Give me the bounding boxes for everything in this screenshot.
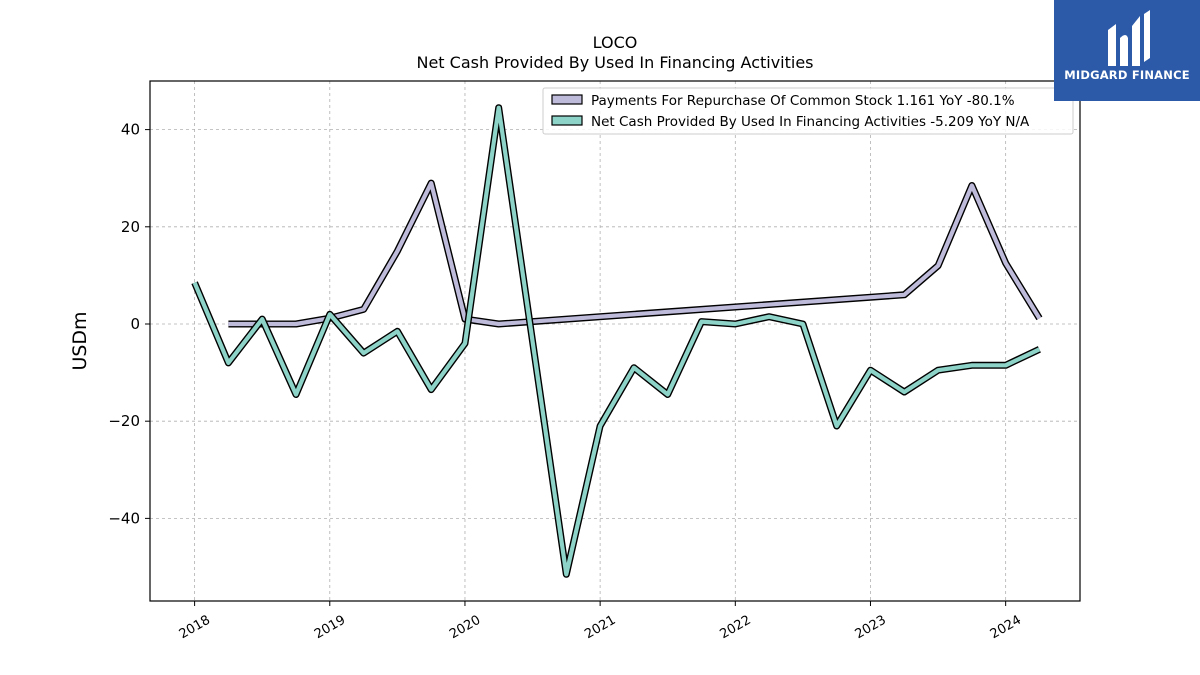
chart-subtitle: Net Cash Provided By Used In Financing A…	[416, 53, 813, 72]
logo-text: MIDGARD FINANCE	[1064, 68, 1190, 82]
plot-area	[191, 104, 1043, 578]
x-tick-label: 2024	[988, 613, 1024, 643]
y-tick-label: −40	[108, 509, 140, 527]
y-axis: −40 −20 0 20 40	[108, 121, 150, 527]
y-tick-label: 0	[130, 315, 140, 333]
legend: Payments For Repurchase Of Common Stock …	[542, 87, 1074, 135]
series-line-1	[192, 105, 1041, 577]
x-tick-label: 2018	[177, 613, 213, 643]
series-line-0	[228, 181, 1042, 327]
legend-box	[542, 87, 1074, 135]
midgard-finance-logo: MIDGARD FINANCE	[1054, 0, 1200, 101]
logo-mark-icon	[1108, 10, 1150, 66]
series-outline-1	[191, 104, 1041, 578]
x-axis: 2018 2019 2020 2021 2022 2023 2024	[177, 601, 1024, 642]
y-axis-label: USDm	[69, 311, 91, 370]
grid	[150, 81, 1080, 601]
y-tick-label: 20	[121, 218, 140, 236]
legend-swatch-repurchase	[551, 94, 583, 105]
x-tick-label: 2022	[717, 613, 753, 643]
legend-label-repurchase: Payments For Repurchase Of Common Stock …	[591, 93, 1015, 109]
plot-frame	[149, 80, 1081, 602]
y-tick-label: 40	[121, 121, 140, 139]
x-tick-label: 2023	[853, 613, 889, 643]
x-tick-label: 2020	[447, 613, 483, 643]
y-tick-label: −20	[108, 412, 140, 430]
x-tick-label: 2021	[582, 613, 618, 643]
legend-label-financing: Net Cash Provided By Used In Financing A…	[591, 114, 1030, 130]
legend-swatch-financing	[551, 115, 583, 126]
chart-title: LOCO	[593, 33, 638, 52]
x-tick-label: 2019	[312, 613, 348, 643]
series-outline-0	[228, 179, 1043, 328]
